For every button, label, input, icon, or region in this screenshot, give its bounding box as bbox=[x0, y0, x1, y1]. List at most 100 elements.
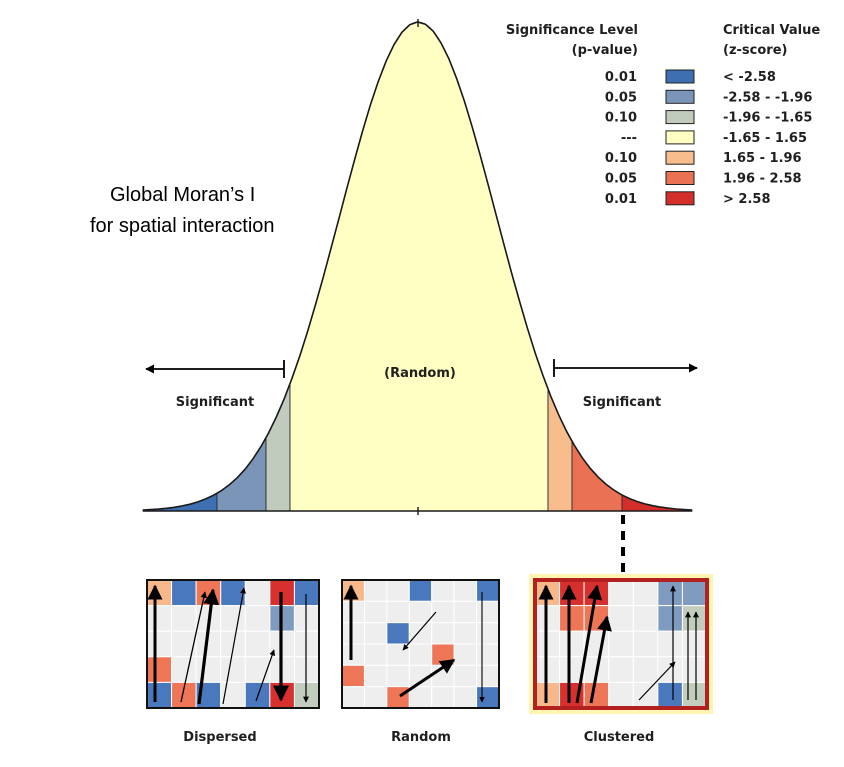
interaction-arrow bbox=[255, 649, 276, 702]
grid-cell bbox=[293, 656, 320, 683]
interaction-arrow bbox=[399, 658, 456, 698]
grid-cell bbox=[453, 686, 478, 709]
grid-cell bbox=[341, 643, 365, 666]
grid-cell bbox=[632, 656, 659, 683]
interaction-arrow bbox=[589, 615, 612, 704]
grid-cell bbox=[476, 579, 500, 602]
grid-cell bbox=[171, 605, 197, 632]
grid-cell bbox=[608, 681, 634, 709]
legend-p-value: 0.05 bbox=[605, 90, 637, 105]
interaction-arrow bbox=[197, 588, 220, 705]
grid-cell bbox=[559, 579, 585, 607]
grid-cell bbox=[681, 681, 708, 709]
grid-cell bbox=[657, 605, 683, 632]
grid-cell bbox=[476, 600, 500, 624]
grid-cell bbox=[293, 579, 320, 607]
grid-cell bbox=[632, 605, 659, 632]
panel-label-random: Random bbox=[391, 730, 451, 745]
grid-cell bbox=[220, 605, 246, 632]
grid-cell bbox=[681, 605, 708, 632]
grid-cell bbox=[632, 681, 659, 709]
grid-cell bbox=[341, 579, 365, 602]
grid-cell bbox=[363, 579, 388, 602]
grid-cell bbox=[195, 579, 222, 607]
grid-cell bbox=[293, 630, 320, 658]
legend-z-range: -1.96 - -1.65 bbox=[723, 111, 812, 126]
grid-cell bbox=[476, 664, 500, 688]
grid-cell bbox=[244, 656, 271, 683]
grid-cell bbox=[608, 605, 634, 632]
panel-border bbox=[146, 579, 320, 709]
grid-cell bbox=[453, 664, 478, 688]
grid-cell bbox=[171, 656, 197, 683]
panel-border bbox=[341, 579, 500, 709]
legend-p-value: 0.10 bbox=[605, 111, 637, 126]
interaction-arrow bbox=[222, 587, 246, 705]
grid-cell bbox=[363, 600, 388, 624]
right-significant-label: Significant bbox=[583, 395, 661, 410]
title-line-1: Global Moran’s I bbox=[110, 184, 255, 206]
legend-z-range: -2.58 - -1.96 bbox=[723, 90, 812, 105]
grid-cell bbox=[408, 579, 433, 602]
grid-cell bbox=[681, 630, 708, 658]
grid-cell bbox=[431, 622, 455, 645]
right-significant-arrow bbox=[553, 359, 698, 377]
grid-cell bbox=[681, 579, 708, 607]
grid-cell bbox=[146, 656, 173, 683]
grid-cell bbox=[453, 643, 478, 666]
legend-z-range: 1.96 - 2.58 bbox=[723, 172, 802, 187]
grid-cell bbox=[453, 600, 478, 624]
panel-random bbox=[341, 579, 500, 709]
band-lt-neg258 bbox=[142, 492, 218, 512]
grid-cell bbox=[408, 643, 433, 666]
grid-cell bbox=[220, 656, 246, 683]
grid-cell bbox=[341, 600, 365, 624]
grid-cell bbox=[431, 686, 455, 709]
panel-dispersed bbox=[146, 579, 320, 709]
grid-cell bbox=[363, 643, 388, 666]
interaction-arrow bbox=[575, 584, 603, 704]
panel-clustered bbox=[529, 574, 713, 714]
legend: Significance Level (p-value) Critical Va… bbox=[506, 23, 820, 207]
grid-cell bbox=[293, 605, 320, 632]
panel-border bbox=[533, 578, 709, 710]
legend-p-value: --- bbox=[621, 131, 637, 146]
grid-cell bbox=[608, 656, 634, 683]
left-significant-label: Significant bbox=[176, 395, 254, 410]
legend-swatch bbox=[665, 110, 695, 125]
grid-cell bbox=[657, 656, 683, 683]
grid-cell bbox=[583, 681, 610, 709]
legend-swatch bbox=[665, 191, 695, 206]
grid-cell bbox=[244, 579, 271, 607]
grid-cell bbox=[363, 664, 388, 688]
legend-swatch bbox=[665, 130, 695, 145]
interaction-arrow bbox=[402, 611, 437, 651]
grid-cell bbox=[386, 579, 410, 602]
title-line-2: for spatial interaction bbox=[90, 215, 275, 237]
grid-cell bbox=[657, 630, 683, 658]
legend-header-p-2: (p-value) bbox=[572, 43, 638, 58]
grid-cell bbox=[341, 686, 365, 709]
grid-cell bbox=[632, 579, 659, 607]
legend-z-range: 1.65 - 1.96 bbox=[723, 151, 802, 166]
grid-cell bbox=[386, 600, 410, 624]
pattern-panels bbox=[146, 574, 713, 714]
legend-header-p-1: Significance Level bbox=[506, 23, 638, 38]
random-center-label: (Random) bbox=[384, 366, 456, 381]
legend-z-range: > 2.58 bbox=[723, 192, 771, 207]
legend-header-z-2: (z-score) bbox=[723, 43, 787, 58]
grid-cell bbox=[657, 681, 683, 709]
grid-cell bbox=[341, 664, 365, 688]
legend-header-z-1: Critical Value bbox=[723, 23, 820, 38]
grid-cell bbox=[363, 622, 388, 645]
band-neg196-neg165 bbox=[265, 383, 291, 512]
legend-swatch bbox=[665, 171, 695, 185]
grid-cell bbox=[363, 686, 388, 709]
grid-cell bbox=[408, 622, 433, 645]
grid-cell bbox=[608, 579, 634, 607]
grid-cell bbox=[476, 686, 500, 709]
grid-cell bbox=[386, 664, 410, 688]
grid-cell bbox=[408, 600, 433, 624]
grid-cell bbox=[431, 600, 455, 624]
grid-cell bbox=[244, 630, 271, 658]
